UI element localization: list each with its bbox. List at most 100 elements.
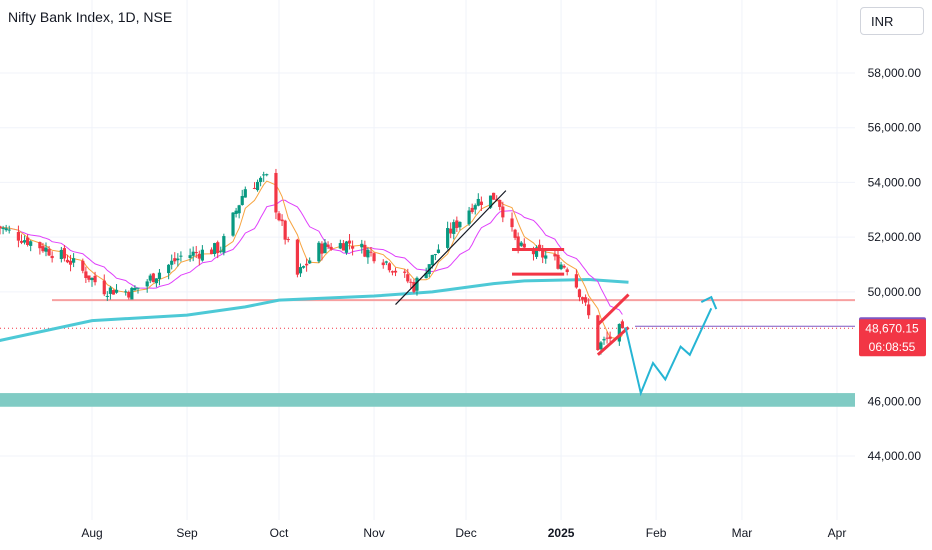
candle-body [562, 265, 566, 268]
candle-body [133, 287, 137, 291]
candle-body [1, 227, 5, 229]
countdown-text: 06:08:55 [869, 340, 916, 354]
candle-body [59, 249, 63, 260]
candle-body [513, 229, 517, 238]
candle-body [62, 248, 67, 259]
candle-body [577, 289, 582, 298]
candle-body [360, 243, 364, 248]
candle-body [620, 321, 624, 329]
candle-body [274, 172, 278, 213]
candle-body [544, 255, 548, 259]
candle-body [347, 240, 352, 244]
candle-body [209, 249, 214, 255]
ma-pink-line [0, 199, 623, 315]
candle-body [605, 337, 609, 339]
candle-body [403, 271, 407, 273]
candle-body [262, 174, 266, 176]
candle-body [38, 242, 42, 249]
candle-body [200, 249, 204, 261]
candle-body [29, 241, 33, 246]
drawings [395, 190, 718, 397]
candle-body [47, 249, 51, 256]
candle-body [167, 264, 171, 274]
y-tick-label: 46,000.00 [868, 394, 922, 408]
candle-body [538, 244, 542, 250]
chart-title: Nifty Bank Index, 1D, NSE [8, 9, 173, 25]
ma-orange-line [0, 180, 623, 340]
candle-body [283, 220, 287, 240]
candle-body [556, 254, 560, 269]
candle-body [72, 258, 76, 263]
candle-body [197, 253, 201, 259]
candle-body [406, 274, 410, 282]
candle-body [124, 291, 128, 293]
candle-body [234, 210, 238, 214]
candle-body [317, 242, 321, 262]
candle-body [479, 201, 483, 206]
x-tick-label: Apr [828, 526, 847, 540]
y-tick-label: 56,000.00 [868, 121, 922, 135]
candle-body [255, 181, 260, 191]
candle-body [265, 174, 269, 176]
candle-body [4, 228, 8, 231]
candle-body [90, 277, 94, 281]
candle-body [26, 237, 30, 245]
candles [0, 168, 624, 355]
candle-body [191, 251, 195, 256]
candle-body [154, 278, 158, 284]
candle-body [298, 267, 303, 274]
candle-body [136, 287, 140, 289]
candle-body [393, 270, 398, 273]
x-tick-label: 2025 [548, 526, 575, 540]
candle-body [519, 242, 523, 246]
candle-body [243, 189, 247, 198]
candle-body [565, 269, 569, 273]
candle-body [534, 247, 539, 257]
candle-body [574, 274, 579, 288]
candle-body [84, 271, 88, 278]
candle-body [111, 290, 116, 295]
candle-body [436, 249, 441, 253]
candle-body [188, 255, 192, 258]
candle-body [372, 253, 376, 262]
candle-body [320, 243, 324, 254]
candle-body [326, 244, 330, 247]
candle-body [194, 251, 198, 254]
candle-body [458, 221, 462, 228]
candle-body [305, 263, 309, 266]
candle-body [65, 259, 70, 263]
candle-body [213, 243, 217, 255]
candle-body [473, 205, 477, 210]
candle-body [492, 192, 496, 200]
channel-bottom-line [596, 326, 630, 356]
y-tick-label: 44,000.00 [868, 449, 922, 463]
candle-body [50, 255, 54, 259]
y-tick-label: 50,000.00 [868, 285, 922, 299]
candle-body [295, 239, 300, 275]
candle-body [114, 289, 119, 293]
x-tick-label: Feb [646, 526, 667, 540]
channel-top-line [596, 293, 630, 326]
candle-body [323, 242, 327, 254]
currency-selector[interactable]: INR [860, 7, 924, 35]
candle-body [412, 282, 416, 292]
ma-long-line [0, 277, 629, 342]
candle-body [170, 260, 174, 265]
x-tick-label: Mar [732, 526, 753, 540]
candle-body [237, 205, 241, 214]
candle-body [433, 254, 437, 256]
candle-body [415, 277, 419, 291]
grid [0, 0, 855, 520]
candle-body [87, 275, 91, 280]
candle-body [516, 236, 520, 249]
projection-arrowhead [700, 295, 718, 310]
candle-body [277, 213, 281, 221]
candle-body [470, 207, 474, 213]
candle-body [455, 220, 459, 228]
candle-body [280, 219, 284, 222]
last-price-text: 48,670.15 [865, 322, 919, 336]
candle-body [366, 249, 370, 258]
candle-body [173, 258, 177, 262]
